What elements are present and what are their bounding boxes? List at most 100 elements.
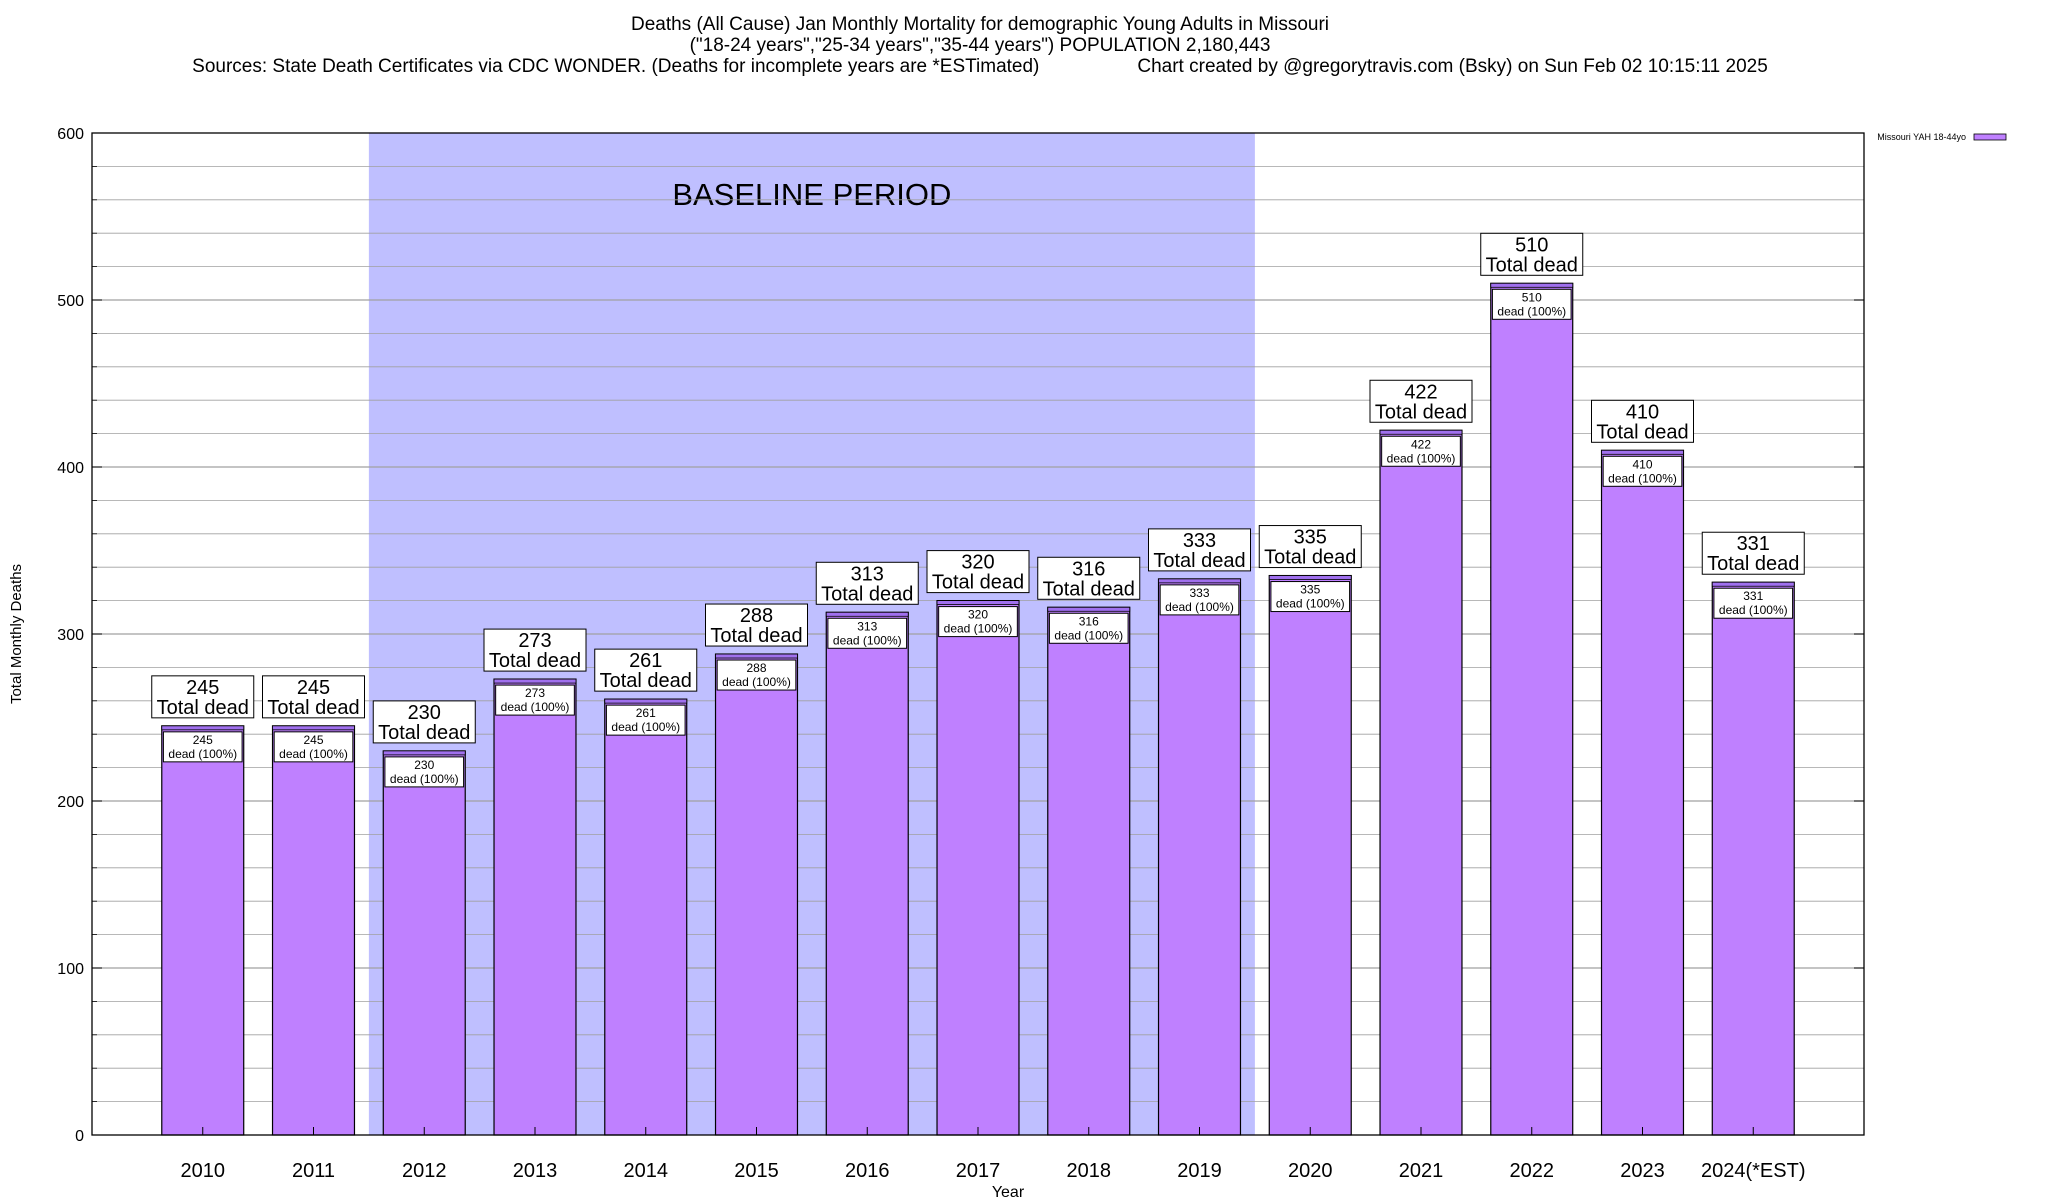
inner-percent-label: dead (100%) <box>944 622 1013 636</box>
x-tick-label: 2010 <box>181 1160 226 1182</box>
top-value-label: 245 <box>297 677 330 699</box>
top-total-label: Total dead <box>157 697 249 719</box>
bar-top-cap <box>604 698 688 704</box>
bar <box>825 611 909 1136</box>
axis-layer: 2010 2011 2012 2013 2014 2015 2016 2017 2018 2019… <box>8 126 1865 1200</box>
inner-percent-label: dead (100%) <box>1387 451 1456 465</box>
x-tick-label: 2023 <box>1620 1160 1665 1182</box>
x-tick-label: 2018 <box>1067 1160 1112 1182</box>
top-label-box <box>1591 399 1694 443</box>
bar-top-cap <box>1490 282 1574 288</box>
top-total-label: Total dead <box>1375 401 1467 423</box>
legend-label: Missouri YAH 18-44yo <box>1877 132 1966 142</box>
inner-percent-label: dead (100%) <box>390 772 459 786</box>
inner-value-label: 422 <box>1411 437 1431 451</box>
top-value-label: 510 <box>1515 234 1548 256</box>
bar <box>271 725 356 1136</box>
bar-top-cap <box>272 725 355 731</box>
chart-header: Deaths (All Cause) Jan Monthly Mortality… <box>0 14 1960 77</box>
sources-note: Sources: State Death Certificates via CD… <box>192 56 1040 77</box>
top-total-label: Total dead <box>1043 578 1135 600</box>
top-total-label: Total dead <box>932 572 1024 594</box>
inner-percent-label: dead (100%) <box>1165 600 1234 614</box>
top-label-box <box>1369 379 1473 423</box>
inner-percent-label: dead (100%) <box>168 747 237 761</box>
top-total-label: Total dead <box>1264 547 1356 569</box>
inner-percent-label: dead (100%) <box>611 720 680 734</box>
top-total-label: Total dead <box>1153 550 1245 572</box>
inner-label-box <box>605 704 686 736</box>
top-label-box <box>151 675 255 719</box>
legend-layer: Missouri YAH 18-44yo <box>1877 132 2007 142</box>
inner-percent-label: dead (100%) <box>1497 304 1566 318</box>
sources-line: Sources: State Death Certificates via CD… <box>0 56 1960 77</box>
inner-label-box <box>1713 587 1794 619</box>
bar <box>604 698 688 1136</box>
chart-credit: Chart created by @gregorytravis.com (Bsk… <box>1137 56 1768 77</box>
top-total-label: Total dead <box>1486 254 1578 276</box>
x-tick-label: 2015 <box>734 1160 779 1182</box>
inner-value-label: 333 <box>1189 586 1209 600</box>
inner-label-box <box>827 617 908 649</box>
top-value-label: 230 <box>408 702 441 724</box>
legend-swatch <box>1973 133 2007 141</box>
chart-title: Deaths (All Cause) Jan Monthly Mortality… <box>630 14 1330 35</box>
bar <box>1600 449 1685 1136</box>
inner-value-label: 510 <box>1522 290 1542 304</box>
inner-value-label: 320 <box>968 608 988 622</box>
top-value-label: 261 <box>629 650 662 672</box>
inner-value-label: 273 <box>525 686 545 700</box>
inner-percent-label: dead (100%) <box>722 675 791 689</box>
inner-value-label: 313 <box>857 619 877 633</box>
top-total-label: Total dead <box>489 650 581 672</box>
inner-percent-label: dead (100%) <box>833 633 902 647</box>
chart-subtitle: ("18-24 years","25-34 years","35-44 year… <box>689 35 1271 56</box>
bar-top-cap <box>382 750 466 756</box>
top-label-box <box>815 561 919 605</box>
top-total-label: Total dead <box>821 583 913 605</box>
inner-value-label: 245 <box>193 733 213 747</box>
inner-percent-label: dead (100%) <box>1276 597 1345 611</box>
bar <box>1490 282 1574 1136</box>
inner-percent-label: dead (100%) <box>1054 628 1123 642</box>
bar <box>936 599 1020 1136</box>
inner-percent-label: dead (100%) <box>1719 603 1788 617</box>
bar <box>161 725 245 1136</box>
y-tick-label: 0 <box>75 1128 84 1145</box>
top-label-box <box>1037 556 1141 600</box>
top-label-box <box>926 550 1030 594</box>
inner-label-box <box>1270 581 1351 613</box>
top-label-box <box>705 603 808 647</box>
inner-label-box <box>938 606 1018 638</box>
y-axis-title: Total Monthly Deaths <box>8 564 25 704</box>
inner-value-label: 261 <box>636 706 656 720</box>
top-value-label: 331 <box>1737 533 1770 555</box>
bar <box>1379 429 1463 1136</box>
top-total-label: Total dead <box>600 670 692 692</box>
inner-label-box <box>1048 612 1129 644</box>
bar-top-cap <box>161 725 245 731</box>
top-label-box <box>594 648 698 692</box>
inner-value-label: 316 <box>1079 614 1099 628</box>
inner-label-box <box>495 684 575 716</box>
top-value-label: 320 <box>961 552 994 574</box>
bar <box>1268 574 1352 1136</box>
inner-value-label: 230 <box>414 758 434 772</box>
inner-label-box <box>1159 584 1240 616</box>
y-tick-label: 400 <box>57 460 84 477</box>
bar <box>714 653 799 1136</box>
x-tick-label: 2011 <box>292 1160 335 1182</box>
y-tick-label: 200 <box>57 794 84 811</box>
inner-label-box <box>273 731 354 763</box>
top-value-label: 313 <box>851 563 884 585</box>
top-label-box <box>1701 531 1805 575</box>
bar-top-cap <box>1601 449 1684 455</box>
bar-top-cap <box>1158 578 1241 584</box>
bar <box>493 678 577 1136</box>
bar-top-cap <box>825 611 909 617</box>
x-tick-label: 2016 <box>845 1160 890 1182</box>
top-value-label: 245 <box>186 677 219 699</box>
top-label-box <box>262 675 365 719</box>
inner-value-label: 331 <box>1743 589 1763 603</box>
